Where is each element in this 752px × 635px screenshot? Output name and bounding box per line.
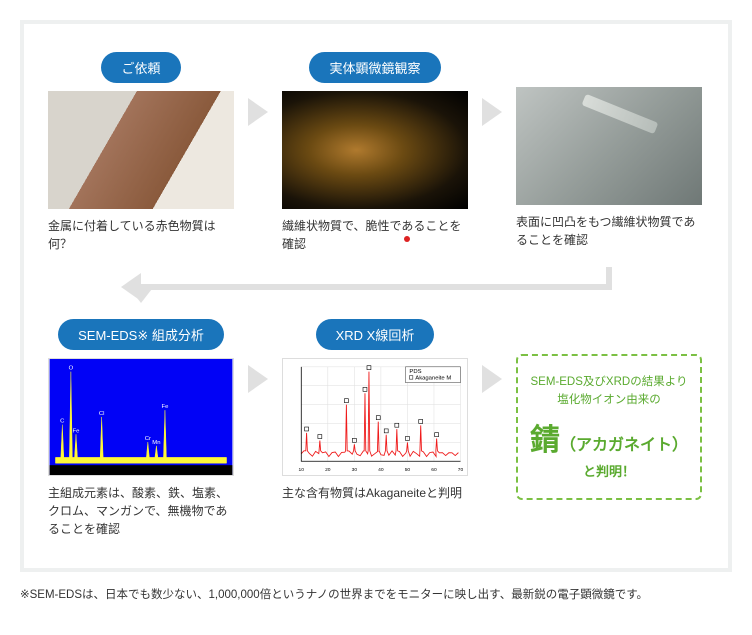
step-5-label: XRD X線回析 <box>316 319 435 350</box>
arrow-3 <box>234 319 282 439</box>
step-3: - 表面に凹凸をもつ繊維状物質であることを確認 <box>516 52 702 253</box>
xrd-chart: 10 20 30 40 50 60 70 PDSAkaganeite M <box>282 358 468 476</box>
step-2-label: 実体顕微鏡観察 <box>309 52 440 83</box>
eds-chart: C O Fe Cl CrMn Fe <box>48 358 234 476</box>
result-line1: SEM-EDS及びXRDの結果より <box>531 374 688 391</box>
arrow-2 <box>468 52 516 172</box>
connector <box>48 267 704 315</box>
step-5-caption: 主な含有物質はAkaganeiteと判明 <box>282 484 462 524</box>
svg-text:PDS: PDS <box>409 369 421 375</box>
step-4-caption: 主組成元素は、酸素、鉄、塩素、クロム、マンガンで、無機物であることを確認 <box>48 484 234 538</box>
svg-text:Cr: Cr <box>145 436 151 442</box>
svg-text:O: O <box>69 366 74 372</box>
step-2-caption: 繊維状物質で、脆性であることを確認 <box>282 217 468 257</box>
step-1-caption: 金属に付着している赤色物質は何？ <box>48 217 234 257</box>
red-dot-marker <box>404 236 410 242</box>
svg-text:40: 40 <box>378 467 384 473</box>
diagram-container: ご依頼 金属に付着している赤色物質は何？ 実体顕微鏡観察 繊維状物質で、脆性であ… <box>20 20 732 572</box>
connector-svg <box>48 267 704 315</box>
svg-text:C: C <box>60 419 65 425</box>
svg-text:Mn: Mn <box>152 440 160 446</box>
result-line3: と判明！ <box>583 461 635 480</box>
svg-text:70: 70 <box>458 467 464 473</box>
step-1-image <box>48 91 234 209</box>
result-kanji: 錆 <box>530 424 560 457</box>
step-5: XRD X線回析 10203040506070 PDSAkaganeite M … <box>282 319 468 524</box>
row-2: SEM-EDS※ 組成分析 C O Fe Cl CrMn Fe 主組成元素は、酸素、鉄、塩… <box>48 319 704 538</box>
step-result: - SEM-EDS及びXRDの結果より 塩化物イオン由来の 錆（アカガネイト） … <box>516 319 702 500</box>
step-2-image <box>282 91 468 209</box>
svg-text:60: 60 <box>431 467 437 473</box>
step-3-image <box>516 87 702 205</box>
row-1: ご依頼 金属に付着している赤色物質は何？ 実体顕微鏡観察 繊維状物質で、脆性であ… <box>48 52 704 257</box>
result-box: SEM-EDS及びXRDの結果より 塩化物イオン由来の 錆（アカガネイト） と判… <box>516 354 702 500</box>
step-1-label: ご依頼 <box>101 52 180 83</box>
arrow-1 <box>234 52 282 172</box>
step-1: ご依頼 金属に付着している赤色物質は何？ <box>48 52 234 257</box>
svg-text:Fe: Fe <box>73 428 80 434</box>
step-4: SEM-EDS※ 組成分析 C O Fe Cl CrMn Fe 主組成元素は、酸素、鉄、塩… <box>48 319 234 538</box>
svg-text:50: 50 <box>405 467 411 473</box>
arrow-4 <box>468 319 516 439</box>
svg-text:Akaganeite M: Akaganeite M <box>415 376 451 382</box>
svg-text:Cl: Cl <box>99 411 105 417</box>
result-paren: （アカガネイト） <box>560 437 688 454</box>
step-3-caption: 表面に凹凸をもつ繊維状物質であることを確認 <box>516 213 702 253</box>
result-big: 錆（アカガネイト） <box>530 415 688 459</box>
svg-text:30: 30 <box>352 467 358 473</box>
svg-text:Fe: Fe <box>162 404 169 410</box>
step-2: 実体顕微鏡観察 繊維状物質で、脆性であることを確認 <box>282 52 468 257</box>
svg-text:10: 10 <box>299 467 305 473</box>
footnote: ※SEM-EDSは、日本でも数少ない、1,000,000倍というナノの世界までを… <box>20 586 732 602</box>
step-4-label: SEM-EDS※ 組成分析 <box>58 319 224 350</box>
result-line2: 塩化物イオン由来の <box>557 392 661 409</box>
svg-text:20: 20 <box>325 467 331 473</box>
